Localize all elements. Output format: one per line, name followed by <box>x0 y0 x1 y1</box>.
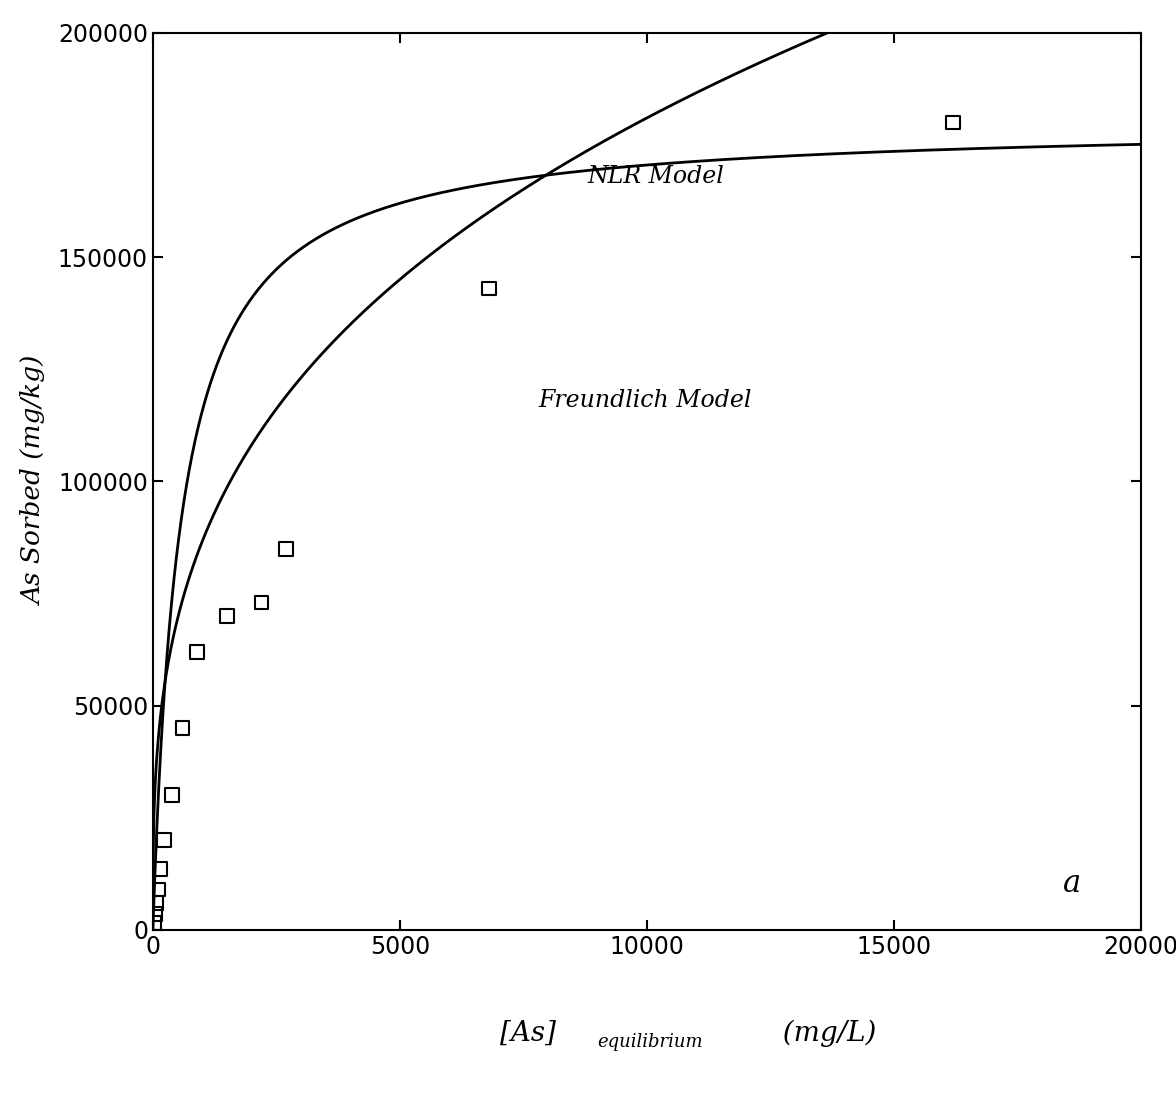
Text: a: a <box>1063 868 1082 898</box>
Text: equilibrium: equilibrium <box>597 1033 703 1051</box>
Point <box>943 114 962 131</box>
Point <box>147 894 166 911</box>
Text: NLR Model: NLR Model <box>588 165 724 188</box>
Point <box>480 280 499 298</box>
Y-axis label: As Sorbed (mg/kg): As Sorbed (mg/kg) <box>22 357 47 606</box>
Text: Freundlich Model: Freundlich Model <box>539 389 751 412</box>
Point <box>146 906 165 923</box>
Point <box>151 861 169 878</box>
Text: (mg/L): (mg/L) <box>766 1020 877 1047</box>
Point <box>252 594 270 612</box>
Point <box>148 881 167 898</box>
Point <box>145 915 163 932</box>
Point <box>188 643 207 661</box>
Point <box>173 720 192 737</box>
Point <box>155 831 174 849</box>
Text: [As]: [As] <box>500 1020 556 1047</box>
Point <box>162 787 181 804</box>
Point <box>218 607 236 625</box>
Point <box>276 539 295 557</box>
